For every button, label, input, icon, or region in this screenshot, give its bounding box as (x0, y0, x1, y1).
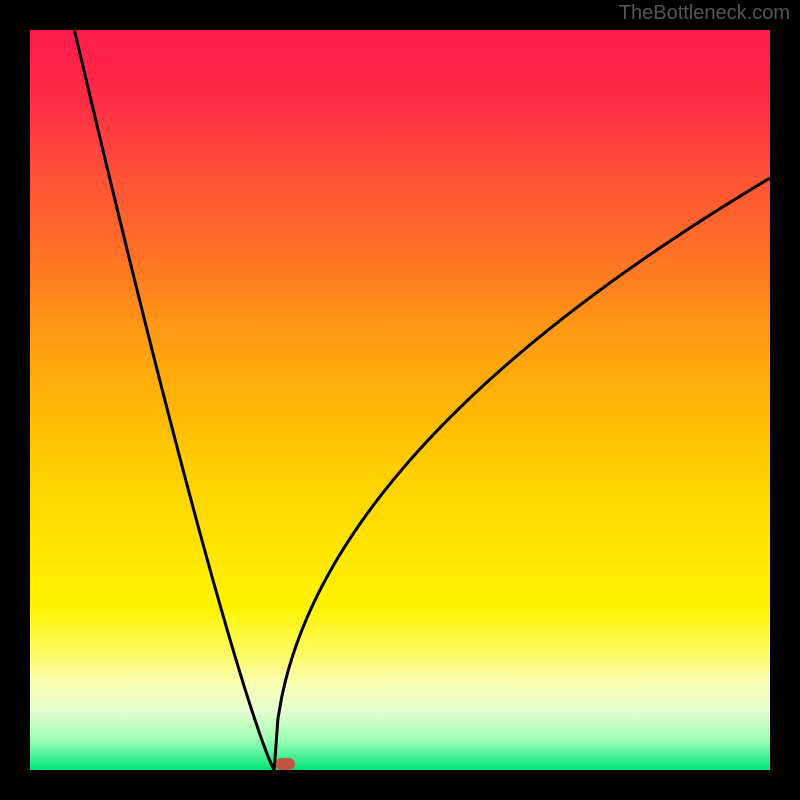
bottleneck-chart (0, 0, 800, 800)
watermark-text: TheBottleneck.com (619, 2, 790, 25)
chart-background-gradient (30, 30, 770, 770)
optimal-point-marker (276, 759, 294, 770)
